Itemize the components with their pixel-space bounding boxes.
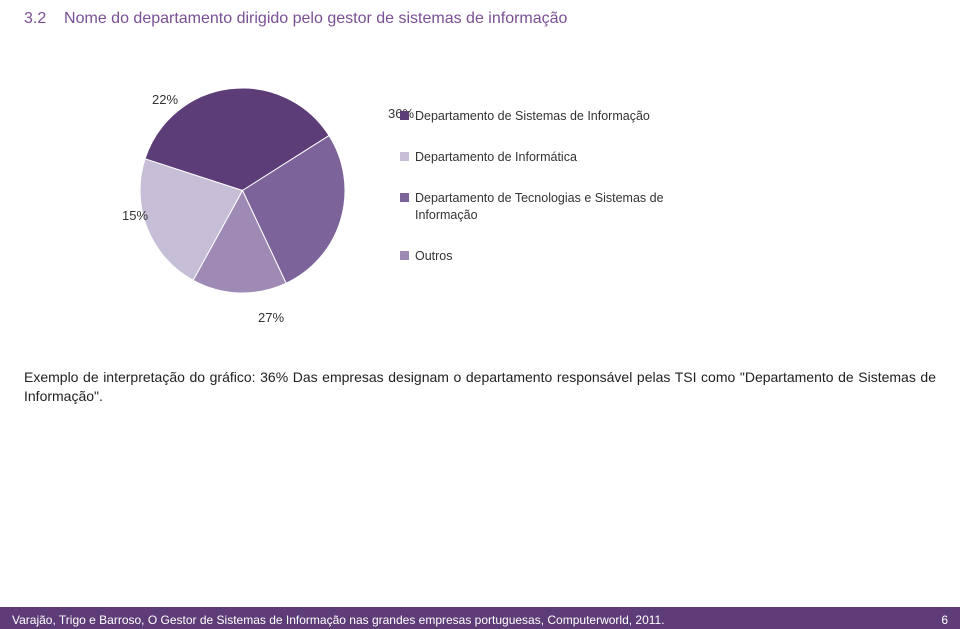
footer-page: 6 (941, 613, 948, 627)
pie-svg (140, 88, 345, 293)
legend-item-dsi: Departamento de Sistemas de Informação (400, 108, 700, 125)
footer: Varajão, Trigo e Barroso, O Gestor de Si… (0, 607, 960, 629)
pie-chart: 36% 27% 15% 22% (140, 88, 345, 293)
chart-area: 36% 27% 15% 22% Departamento de Sistemas… (0, 88, 960, 298)
legend-swatch-dinf (400, 152, 409, 161)
legend-item-dinf: Departamento de Informática (400, 149, 700, 166)
legend: Departamento de Sistemas de Informação D… (400, 108, 700, 288)
slice-label-dinf: 22% (152, 92, 178, 107)
legend-label-dsi: Departamento de Sistemas de Informação (415, 108, 650, 125)
caption: Exemplo de interpretação do gráfico: 36%… (0, 368, 960, 406)
slice-label-outros: 15% (122, 208, 148, 223)
slice-label-dti: 27% (258, 310, 284, 325)
section-header: 3.2 Nome do departamento dirigido pelo g… (0, 0, 960, 28)
section-number: 3.2 (24, 10, 46, 27)
section-title-text: Nome do departamento dirigido pelo gesto… (64, 10, 567, 27)
legend-swatch-dti (400, 193, 409, 202)
footer-text: Varajão, Trigo e Barroso, O Gestor de Si… (12, 613, 665, 627)
legend-label-outros: Outros (415, 248, 453, 265)
legend-label-dti: Departamento de Tecnologias e Sistemas d… (415, 190, 700, 224)
legend-item-outros: Outros (400, 248, 700, 265)
legend-swatch-outros (400, 251, 409, 260)
legend-swatch-dsi (400, 111, 409, 120)
legend-label-dinf: Departamento de Informática (415, 149, 577, 166)
legend-item-dti: Departamento de Tecnologias e Sistemas d… (400, 190, 700, 224)
section-title (51, 10, 60, 27)
